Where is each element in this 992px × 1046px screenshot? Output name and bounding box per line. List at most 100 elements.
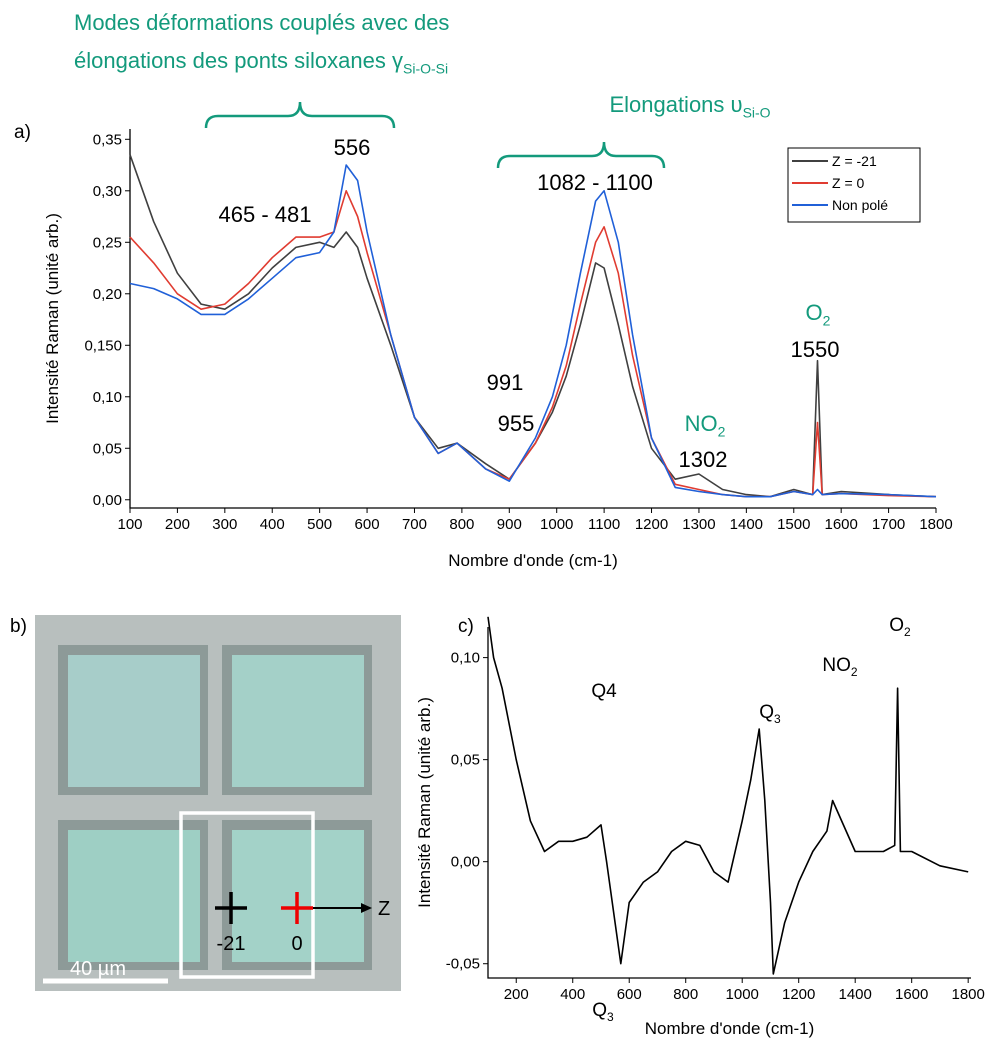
panel-label: b) (10, 616, 27, 637)
annotation-main: 1302 (679, 447, 728, 472)
x-tick-label: 1000 (726, 986, 759, 1003)
annotation: Q4 (591, 681, 617, 702)
x-axis-label: Nombre d'onde (cm-1) (448, 551, 618, 570)
title-line: élongations des ponts siloxanes γSi-O-Si (74, 48, 448, 77)
annotation: O2 (806, 300, 831, 329)
x-tick-label: 200 (504, 986, 529, 1003)
y-axis-label: Intensité Raman (unité arb.) (43, 213, 62, 424)
annotation-main: O (806, 300, 823, 325)
title-line-sub: Si-O-Si (403, 61, 448, 77)
y-tick-label: 0,00 (451, 854, 480, 871)
x-tick-label: 1800 (951, 986, 984, 1003)
y-tick-label: 0,20 (93, 286, 122, 303)
x-tick-label: 400 (560, 986, 585, 1003)
annotation-sub: 3 (607, 1010, 614, 1024)
annotation: 1082 - 1100 (537, 170, 653, 195)
scale-label: 40 µm (70, 958, 126, 980)
pad (68, 830, 200, 962)
x-tick-label: 100 (117, 516, 142, 533)
x-tick-label: 1000 (540, 516, 573, 533)
x-tick-label: 1600 (895, 986, 928, 1003)
x-tick-label: 1700 (872, 516, 905, 533)
annotation: NO2 (685, 411, 726, 440)
arrow-head (361, 903, 372, 913)
x-tick-label: 1400 (839, 986, 872, 1003)
annotation: Q3 (759, 702, 781, 726)
title-line: Modes déformations couplés avec des (74, 10, 449, 35)
x-tick-label: 200 (165, 516, 190, 533)
x-tick-label: 900 (497, 516, 522, 533)
x-tick-label: 800 (673, 986, 698, 1003)
x-tick-label: 1100 (588, 516, 620, 533)
x-tick-label: 500 (307, 516, 332, 533)
annotation-main: 556 (334, 135, 371, 160)
annotation-main: Q4 (591, 681, 617, 702)
x-tick-label: 800 (449, 516, 474, 533)
annotation-main: NO (822, 655, 851, 676)
selection-box (179, 811, 315, 979)
annotation-main: 465 - 481 (219, 202, 312, 227)
marker-cross (281, 892, 313, 924)
marker-label: 0 (291, 933, 302, 955)
legend-label: Non polé (832, 197, 888, 213)
series-line (129, 164, 937, 498)
annotation-main: 955 (498, 411, 535, 436)
y-tick-label: 0,00 (93, 492, 122, 509)
x-tick-label: 300 (212, 516, 237, 533)
annotation-main: 991 (487, 370, 524, 395)
x-tick-label: 400 (260, 516, 285, 533)
x-tick-label: 1600 (824, 516, 857, 533)
annotation-main: Q (759, 702, 774, 723)
marker-label: -21 (217, 933, 246, 955)
annotation-sub: Si-O (743, 105, 771, 121)
annotation-main: O (889, 615, 904, 636)
annotation: 465 - 481 (219, 202, 312, 227)
x-tick-label: 1400 (730, 516, 763, 533)
legend-label: Z = 0 (832, 175, 865, 191)
x-tick-label: 600 (617, 986, 642, 1003)
annotation: 991 (487, 370, 524, 395)
y-tick-label: 0,10 (93, 389, 122, 406)
y-tick-label: 0,05 (451, 752, 480, 769)
x-tick-label: 1200 (635, 516, 668, 533)
brace (204, 101, 396, 129)
x-tick-label: 1800 (919, 516, 952, 533)
annotation-main: NO (685, 411, 718, 436)
annotation: 1550 (791, 337, 840, 362)
annotation-main: Elongations υ (609, 92, 742, 117)
x-tick-label: 700 (402, 516, 427, 533)
annotation-sub: 3 (774, 712, 781, 726)
pad (232, 655, 364, 787)
annotation: 556 (334, 135, 371, 160)
annotation: 1302 (679, 447, 728, 472)
brace (496, 141, 666, 169)
series-line (487, 616, 969, 975)
annotation-main: 1082 - 1100 (537, 170, 653, 195)
y-tick-label: 0,10 (451, 650, 480, 667)
x-tick-label: 1300 (682, 516, 715, 533)
annotation: Q3 (592, 1000, 614, 1024)
y-tick-label: 0,25 (93, 234, 122, 251)
annotation: 955 (498, 411, 535, 436)
axis-line (487, 627, 971, 979)
x-tick-label: 1500 (777, 516, 810, 533)
x-tick-label: 1200 (782, 986, 815, 1003)
y-tick-label: -0,05 (446, 956, 480, 973)
annotation-main: 1550 (791, 337, 840, 362)
annotation: NO2 (822, 655, 858, 679)
title-line-main: Modes déformations couplés avec des (74, 10, 449, 35)
annotation: Elongations υSi-O (609, 92, 770, 121)
y-tick-label: 0,30 (93, 183, 122, 200)
panel-label: c) (458, 616, 474, 637)
annotation-sub: 2 (904, 625, 911, 639)
annotation: O2 (889, 615, 911, 639)
legend-label: Z = -21 (832, 153, 877, 169)
annotation-sub: 2 (823, 313, 831, 329)
y-tick-label: 0,05 (93, 440, 122, 457)
series-line (129, 154, 937, 498)
panel-label: a) (14, 122, 31, 143)
micrograph (35, 615, 401, 991)
x-tick-label: 600 (355, 516, 380, 533)
y-axis-label: Intensité Raman (unité arb.) (415, 697, 434, 908)
